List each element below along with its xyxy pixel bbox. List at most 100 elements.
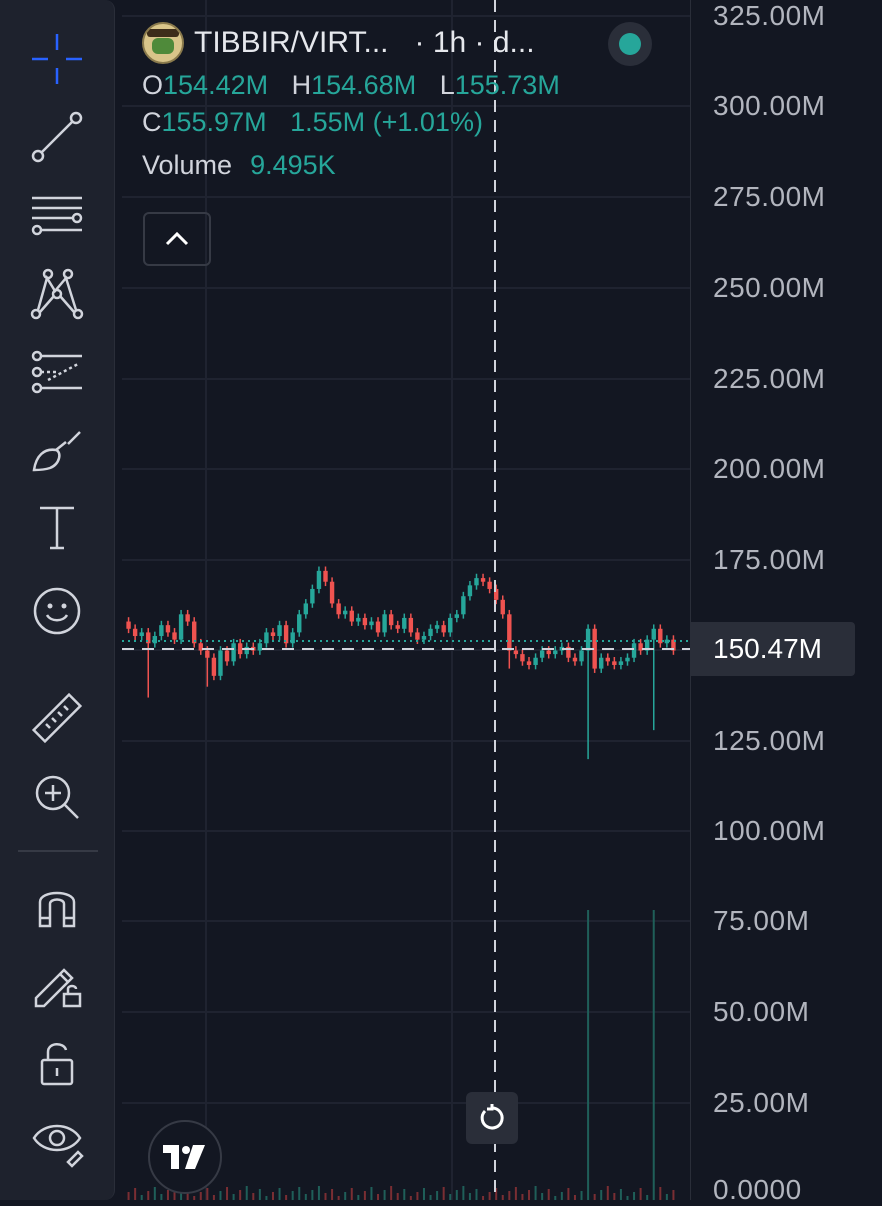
candle-body — [316, 570, 322, 589]
pattern-icon[interactable] — [26, 262, 88, 324]
brush-icon[interactable] — [26, 418, 88, 480]
fib-retracement-icon[interactable] — [26, 184, 88, 246]
candle-body — [526, 661, 532, 665]
prediction-icon[interactable] — [26, 340, 88, 402]
volume-bar — [462, 1186, 465, 1200]
candle-body — [283, 625, 289, 644]
volume-bar — [337, 1196, 340, 1200]
volume-bar — [560, 1192, 563, 1200]
price-tick-label: 325.00M — [713, 0, 826, 31]
candle-body — [297, 614, 302, 633]
volume-bar — [140, 1195, 143, 1200]
candle-body — [408, 617, 414, 633]
reset-icon — [480, 1104, 504, 1130]
volume-bar — [573, 1195, 576, 1200]
candle-body — [599, 657, 604, 669]
candle-body — [270, 632, 276, 637]
volume-bar — [534, 1186, 537, 1200]
tradingview-logo[interactable] — [148, 1120, 222, 1194]
candle-body — [139, 632, 144, 637]
tradingview-logo-icon — [163, 1145, 205, 1169]
candle-body — [428, 628, 433, 637]
volume-bar — [252, 1193, 255, 1200]
candle-body — [448, 617, 453, 633]
volume-bar — [317, 1186, 320, 1200]
volume-bar — [606, 1186, 609, 1200]
collapse-legend-button[interactable] — [143, 212, 211, 266]
volume-bar — [153, 1187, 156, 1200]
ohlc-row: O154.42M H154.68M L155.73M — [142, 70, 576, 101]
price-tick-label: 300.00M — [713, 90, 826, 121]
candle-body — [638, 643, 643, 651]
volume-bar — [429, 1195, 432, 1200]
volume-bar — [370, 1187, 373, 1200]
candle-body — [343, 610, 348, 615]
volume-bar — [646, 1195, 649, 1200]
candle-body — [559, 646, 565, 651]
price-axis[interactable]: 325.00M 300.00M 275.00M 250.00M 225.00M 200.0… — [690, 0, 882, 1205]
chart-pane[interactable] — [122, 0, 690, 1200]
volume-bar — [239, 1190, 242, 1200]
volume-bar — [521, 1194, 524, 1200]
lock-drawings-icon[interactable] — [26, 954, 88, 1016]
candle-body — [257, 643, 263, 651]
volume-bar — [285, 1195, 288, 1200]
candle-body — [126, 621, 131, 629]
candle-body — [500, 599, 505, 615]
candle-body — [382, 614, 387, 633]
candle-body — [553, 650, 558, 655]
volume-bar — [501, 1195, 504, 1200]
high-label: H — [291, 70, 312, 100]
price-tick-label: 50.00M — [713, 996, 810, 1027]
magnet-icon[interactable] — [26, 876, 88, 938]
volume-bar — [567, 1188, 570, 1200]
trend-line-icon[interactable] — [26, 106, 88, 168]
candle-body — [310, 588, 315, 604]
toolbar-divider — [18, 850, 98, 852]
candle-body — [402, 617, 407, 629]
candle-body — [388, 614, 394, 626]
candle-body — [172, 632, 177, 640]
volume-bar — [449, 1194, 452, 1200]
candle-body — [592, 628, 597, 669]
volume-bar — [271, 1192, 274, 1200]
crosshair-icon[interactable] — [26, 28, 88, 90]
market-status[interactable] — [608, 22, 652, 66]
candle-body — [487, 581, 492, 589]
volume-bar — [134, 1188, 137, 1200]
emoji-icon[interactable] — [26, 580, 88, 642]
close-label: C — [142, 107, 162, 137]
coin-logo[interactable] — [142, 22, 184, 64]
interval-label[interactable]: · 1h · d... — [414, 26, 535, 59]
price-chart[interactable] — [122, 0, 690, 1200]
volume-value: 9.495K — [250, 150, 336, 180]
lock-icon[interactable] — [26, 1032, 88, 1094]
candle-body — [566, 646, 571, 658]
candle-body — [185, 614, 190, 622]
price-tick-label: 125.00M — [713, 725, 826, 756]
candle-body — [579, 650, 584, 662]
volume-bar — [436, 1191, 439, 1200]
candle-body — [224, 650, 230, 662]
candle-body — [631, 643, 637, 658]
candle-body — [165, 625, 171, 633]
eye-icon[interactable] — [26, 1110, 88, 1172]
zoom-in-icon[interactable] — [26, 766, 88, 828]
volume-bar — [278, 1188, 281, 1200]
volume-bar — [245, 1186, 248, 1200]
text-icon[interactable] — [26, 496, 88, 558]
volume-bar — [390, 1186, 393, 1200]
volume-bar — [219, 1191, 222, 1200]
volume-bar — [554, 1196, 557, 1200]
candle-body — [336, 603, 341, 615]
open-label: O — [142, 70, 164, 100]
candle-body — [441, 625, 446, 633]
volume-bar — [304, 1194, 307, 1200]
ruler-icon[interactable] — [26, 688, 88, 750]
candle-body — [454, 614, 459, 618]
reset-chart-button[interactable] — [466, 1092, 518, 1144]
symbol-name[interactable]: TIBBIR/VIRT... — [194, 26, 389, 59]
chevron-up-icon — [165, 231, 189, 246]
volume-bar — [377, 1194, 380, 1200]
candle-body — [461, 596, 466, 615]
